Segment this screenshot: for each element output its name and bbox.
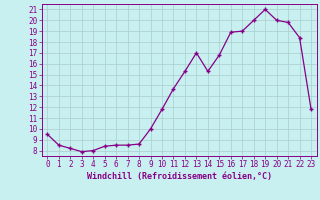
X-axis label: Windchill (Refroidissement éolien,°C): Windchill (Refroidissement éolien,°C) [87,172,272,181]
